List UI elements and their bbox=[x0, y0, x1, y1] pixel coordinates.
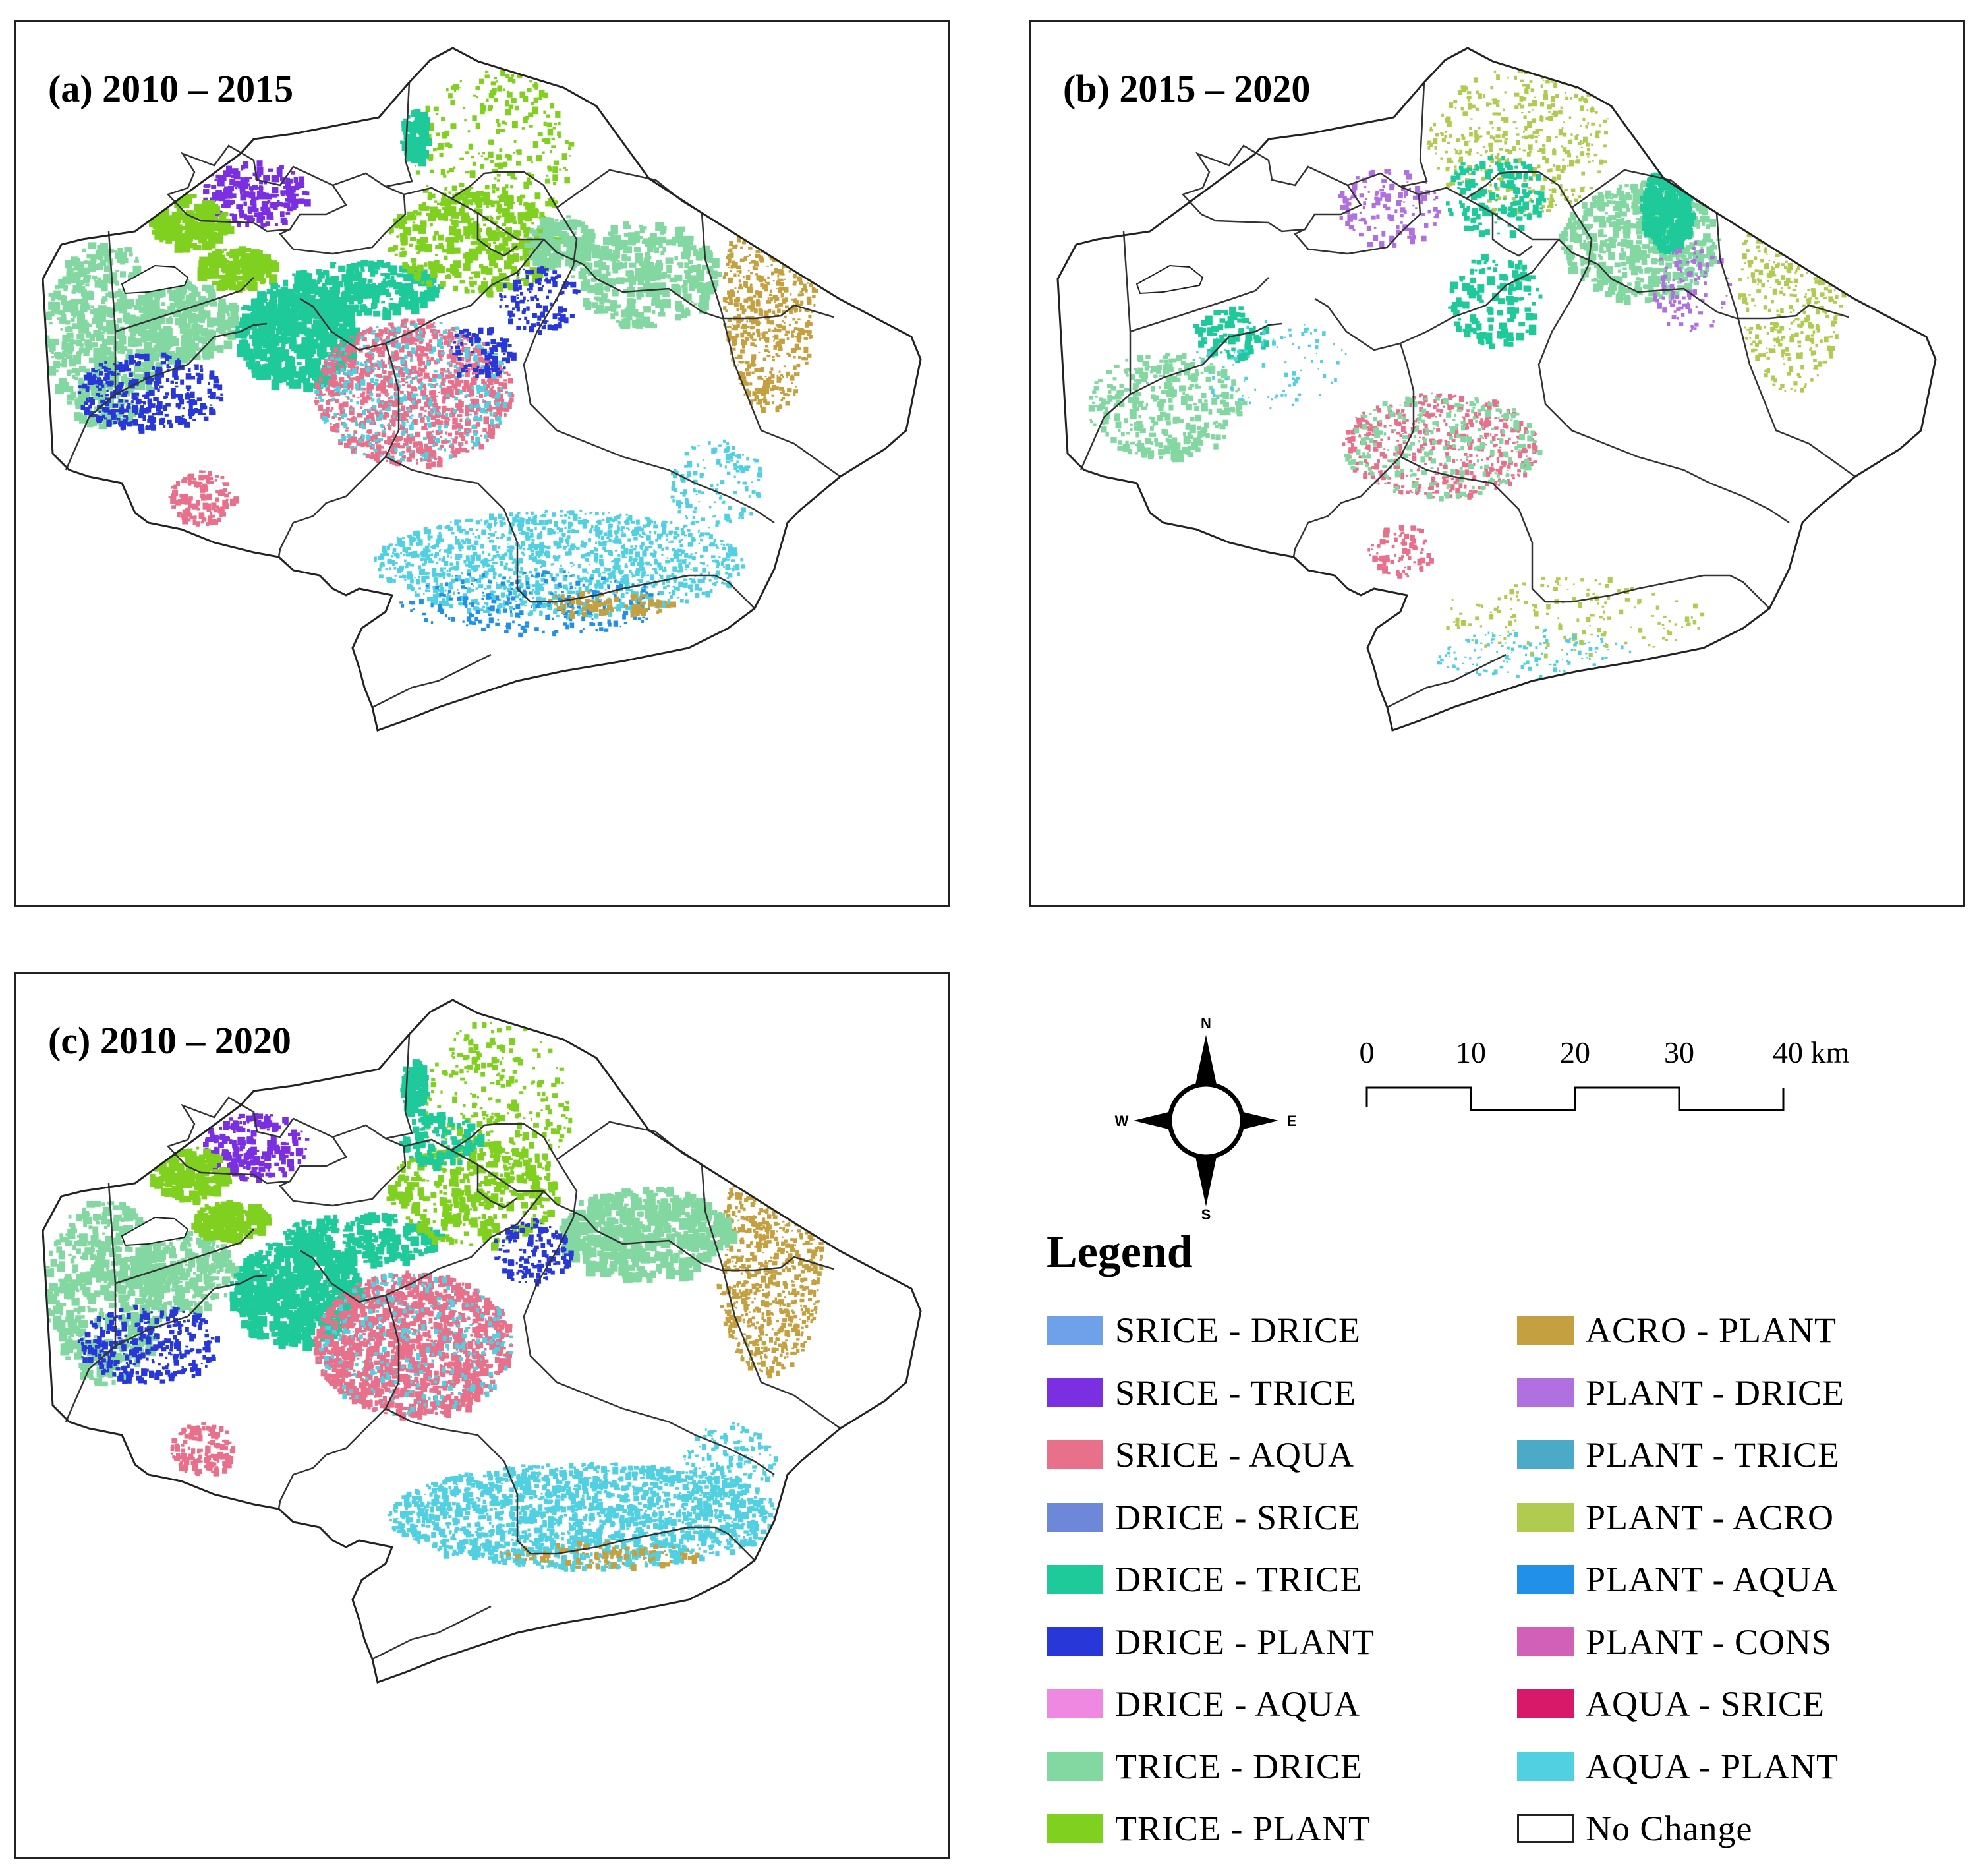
map-2010-2015 bbox=[42, 47, 922, 732]
province-boundary bbox=[42, 999, 922, 1684]
legend-label: SRICE - TRICE bbox=[1115, 1372, 1356, 1413]
legend-swatch bbox=[1517, 1814, 1574, 1843]
legend-swatch bbox=[1047, 1316, 1103, 1345]
legend-label: PLANT - CONS bbox=[1586, 1622, 1832, 1662]
legend-swatch bbox=[1047, 1814, 1103, 1843]
legend-swatch bbox=[1517, 1378, 1574, 1407]
legend-swatch bbox=[1047, 1751, 1103, 1781]
scale-tick-0: 0 bbox=[1360, 1036, 1375, 1069]
scale-tick-40-km: 40 km bbox=[1773, 1036, 1850, 1069]
legend-item: AQUA - PLANT bbox=[1517, 1746, 1839, 1787]
land-change-patches bbox=[1088, 69, 1847, 683]
legend-item: PLANT - DRICE bbox=[1517, 1372, 1845, 1413]
legend-swatch bbox=[1517, 1502, 1574, 1532]
land-change-patches bbox=[43, 69, 818, 638]
legend-swatch bbox=[1517, 1316, 1574, 1345]
compass-e-label: E bbox=[1287, 1113, 1297, 1129]
province-boundary bbox=[1056, 47, 1937, 732]
legend-item: No Change bbox=[1517, 1808, 1752, 1849]
district-borders bbox=[65, 82, 841, 709]
scale-bar-line bbox=[1365, 1086, 1785, 1111]
legend-swatch bbox=[1517, 1440, 1574, 1469]
legend-item: TRICE - PLANT bbox=[1047, 1808, 1371, 1849]
legend-swatch bbox=[1047, 1502, 1103, 1532]
scale-bar: 0 10 20 30 40 km bbox=[1360, 1036, 1850, 1111]
compass-n-label: N bbox=[1201, 1015, 1211, 1032]
map-panel-2015-2020: (b) 2015 – 2020 bbox=[1029, 20, 1965, 907]
legend-swatch bbox=[1047, 1565, 1103, 1594]
legend-label: AQUA - PLANT bbox=[1586, 1746, 1839, 1787]
legend-item: PLANT - ACRO bbox=[1517, 1497, 1834, 1538]
north-arrow-compass-icon: N S W E bbox=[1115, 1015, 1297, 1219]
district-borders bbox=[65, 1034, 841, 1660]
legend-item: TRICE - DRICE bbox=[1047, 1746, 1363, 1787]
compass-w-label: W bbox=[1115, 1113, 1129, 1129]
legend-label: PLANT - ACRO bbox=[1586, 1497, 1834, 1538]
legend-swatch bbox=[1047, 1440, 1103, 1469]
legend-item: DRICE - TRICE bbox=[1047, 1559, 1362, 1600]
scale-tick-20: 20 bbox=[1560, 1036, 1590, 1069]
district-borders bbox=[1079, 82, 1856, 709]
legend-item: DRICE - SRICE bbox=[1047, 1497, 1361, 1538]
legend-label: PLANT - DRICE bbox=[1586, 1372, 1845, 1413]
legend-item: ACRO - PLANT bbox=[1517, 1310, 1837, 1351]
legend-item: PLANT - TRICE bbox=[1517, 1434, 1840, 1475]
scale-tick-30: 30 bbox=[1664, 1036, 1694, 1069]
panel-title: (b) 2015 – 2020 bbox=[1063, 67, 1310, 111]
legend-label: No Change bbox=[1586, 1808, 1752, 1849]
no-data-area bbox=[121, 1216, 189, 1246]
legend-swatch bbox=[1047, 1689, 1103, 1718]
legend-label: DRICE - TRICE bbox=[1115, 1559, 1362, 1600]
legend-item: PLANT - CONS bbox=[1517, 1622, 1832, 1662]
panel-title: (c) 2010 – 2020 bbox=[48, 1018, 291, 1063]
land-change-patches bbox=[44, 1021, 824, 1572]
legend-label: TRICE - DRICE bbox=[1115, 1746, 1363, 1787]
map-panel-2010-2020: (c) 2010 – 2020 bbox=[14, 972, 950, 1859]
compass-rose bbox=[1134, 1035, 1278, 1206]
legend-item: SRICE - DRICE bbox=[1047, 1310, 1361, 1351]
legend-item: SRICE - TRICE bbox=[1047, 1372, 1356, 1413]
legend-label: PLANT - AQUA bbox=[1586, 1559, 1838, 1600]
legend-swatch bbox=[1517, 1751, 1574, 1781]
legend-item: PLANT - AQUA bbox=[1517, 1559, 1838, 1600]
legend-label: AQUA - SRICE bbox=[1586, 1684, 1825, 1724]
legend-item: DRICE - PLANT bbox=[1047, 1622, 1375, 1662]
legend-title: Legend bbox=[1047, 1226, 1193, 1279]
legend-label: DRICE - SRICE bbox=[1115, 1497, 1361, 1538]
legend-label: ACRO - PLANT bbox=[1586, 1310, 1837, 1351]
no-data-area bbox=[1135, 264, 1204, 295]
legend-label: SRICE - DRICE bbox=[1115, 1310, 1361, 1351]
map-2015-2020 bbox=[1056, 47, 1937, 732]
legend-label: DRICE - AQUA bbox=[1115, 1684, 1360, 1724]
legend-swatch bbox=[1517, 1689, 1574, 1718]
legend-label: SRICE - AQUA bbox=[1115, 1434, 1354, 1475]
map-panel-2010-2015: (a) 2010 – 2015 bbox=[14, 20, 950, 907]
scale-tick-10: 10 bbox=[1456, 1036, 1486, 1069]
legend-item: SRICE - AQUA bbox=[1047, 1434, 1354, 1475]
legend-item: AQUA - SRICE bbox=[1517, 1684, 1825, 1724]
legend-label: TRICE - PLANT bbox=[1115, 1808, 1371, 1849]
compass-s-label: S bbox=[1201, 1206, 1211, 1219]
legend-item: DRICE - AQUA bbox=[1047, 1684, 1360, 1724]
legend-swatch bbox=[1047, 1627, 1103, 1656]
legend-swatch bbox=[1517, 1565, 1574, 1594]
panel-title: (a) 2010 – 2015 bbox=[48, 67, 293, 111]
no-data-area bbox=[121, 264, 189, 295]
province-boundary bbox=[42, 47, 922, 732]
legend-swatch bbox=[1517, 1627, 1574, 1656]
legend-swatch bbox=[1047, 1378, 1103, 1407]
legend-label: PLANT - TRICE bbox=[1586, 1434, 1840, 1475]
legend-label: DRICE - PLANT bbox=[1115, 1622, 1375, 1662]
map-2010-2020 bbox=[42, 999, 922, 1684]
